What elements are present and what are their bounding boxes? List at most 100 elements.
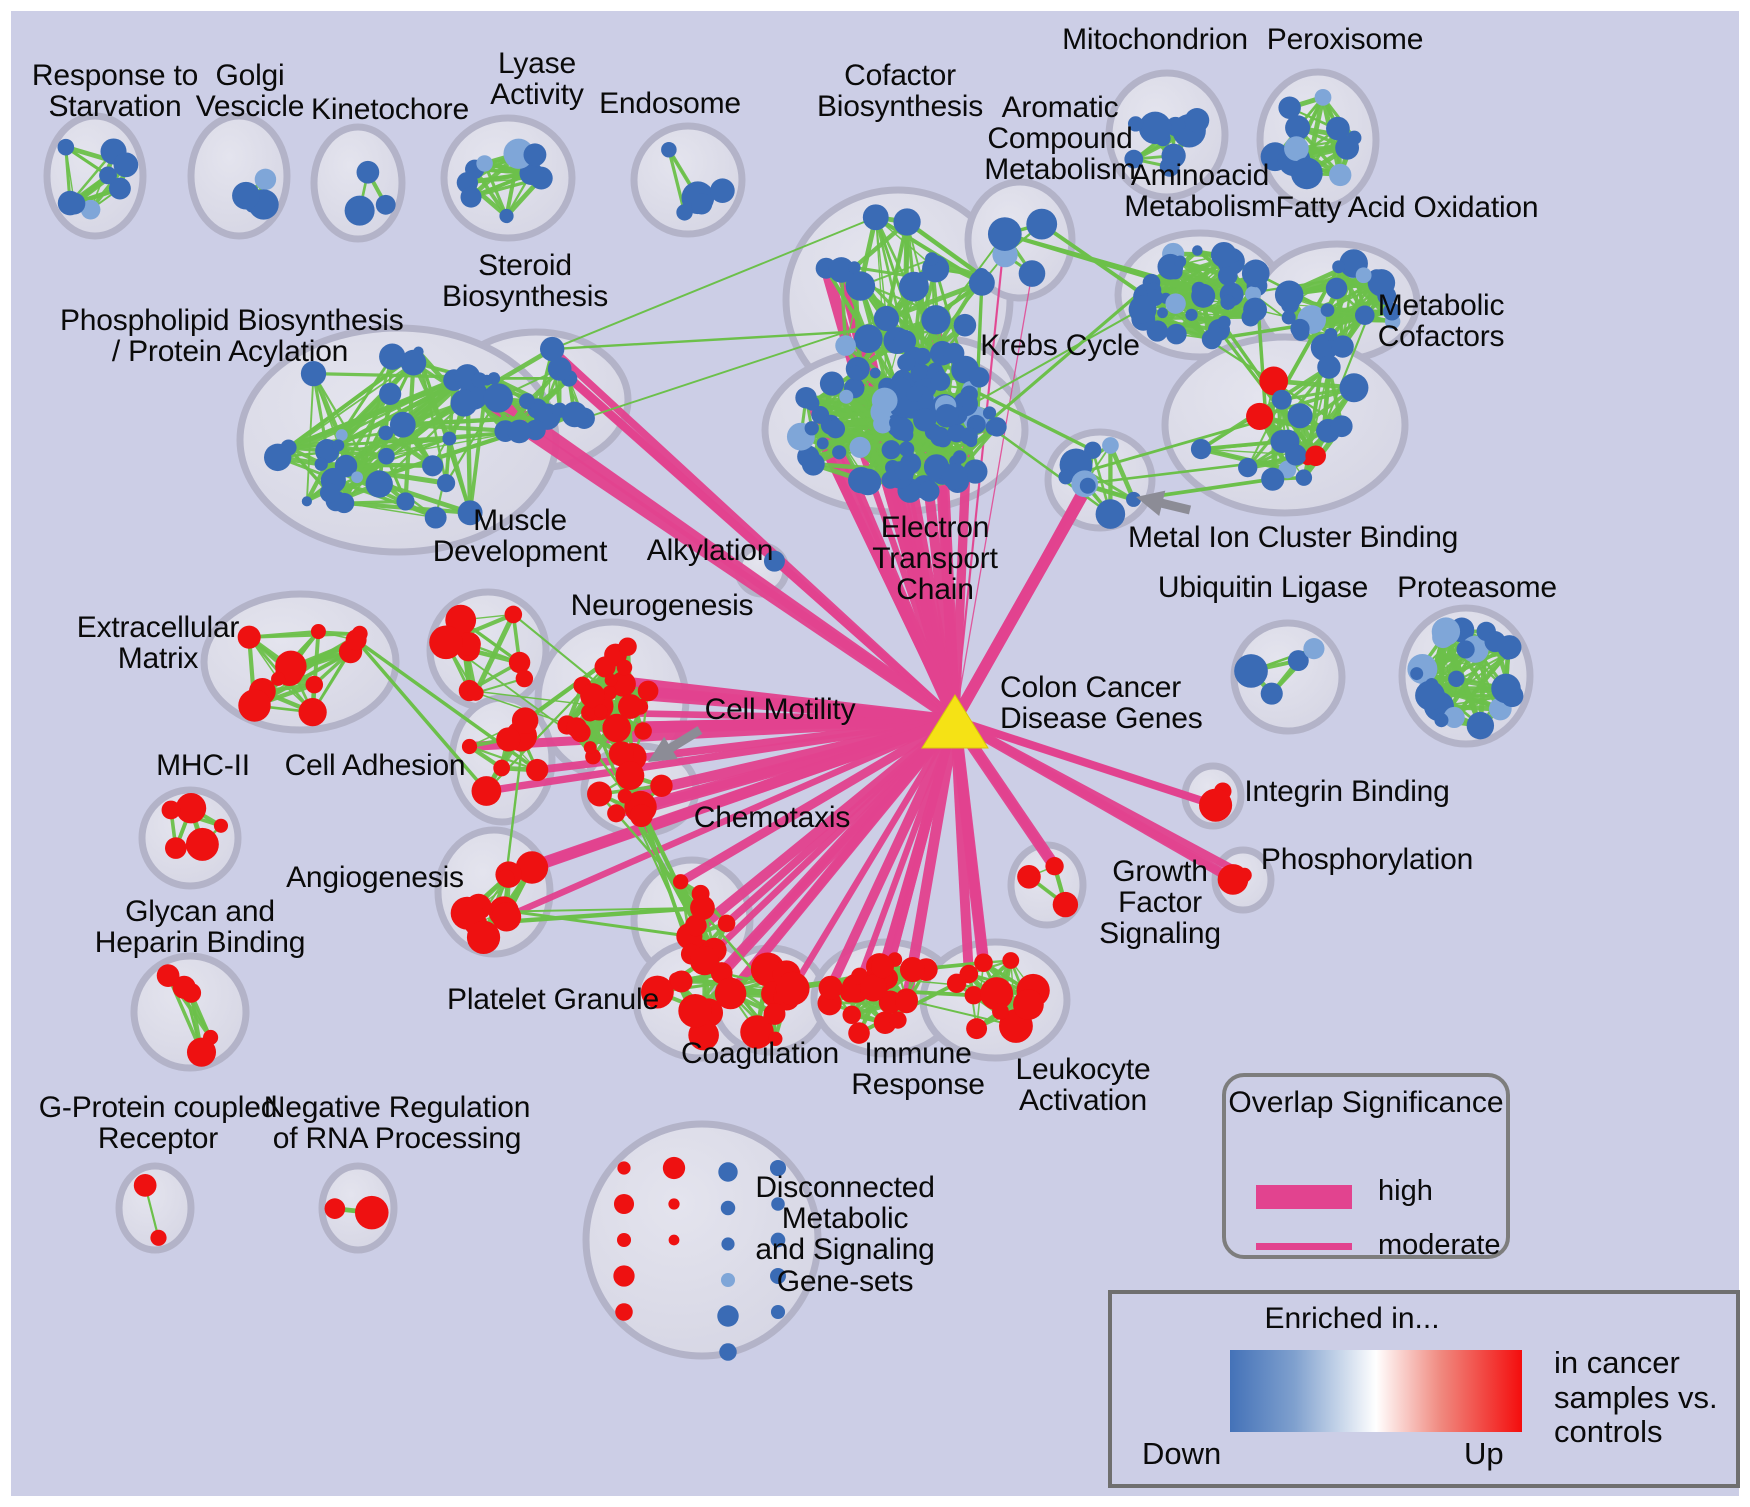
- gene-set-node[interactable]: [1126, 491, 1142, 507]
- gene-set-node[interactable]: [930, 371, 951, 391]
- gene-set-node[interactable]: [566, 717, 587, 738]
- gene-set-node[interactable]: [816, 437, 829, 450]
- gene-set-node[interactable]: [613, 1265, 635, 1287]
- gene-set-node[interactable]: [319, 483, 340, 503]
- gene-set-node[interactable]: [499, 208, 514, 224]
- gene-set-node[interactable]: [668, 1234, 680, 1246]
- gene-set-node[interactable]: [608, 741, 634, 767]
- gene-set-node[interactable]: [379, 343, 406, 370]
- gene-set-node[interactable]: [1331, 335, 1354, 358]
- gene-set-node[interactable]: [881, 440, 901, 460]
- gene-set-node[interactable]: [1354, 305, 1375, 326]
- gene-set-node[interactable]: [1191, 283, 1216, 308]
- gene-set-node[interactable]: [720, 1200, 736, 1216]
- gene-set-node[interactable]: [1261, 467, 1285, 491]
- gene-set-node[interactable]: [854, 468, 882, 496]
- gene-set-node[interactable]: [523, 143, 547, 167]
- gene-set-node[interactable]: [768, 1031, 783, 1046]
- gene-set-node[interactable]: [941, 463, 968, 490]
- gene-set-node[interactable]: [271, 671, 286, 686]
- gene-set-node[interactable]: [264, 443, 292, 472]
- gene-set-node[interactable]: [1314, 88, 1332, 106]
- gene-set-node[interactable]: [587, 781, 612, 807]
- gene-set-node[interactable]: [457, 632, 481, 656]
- gene-set-node[interactable]: [161, 800, 181, 820]
- gene-set-node[interactable]: [980, 977, 1014, 1011]
- gene-set-node[interactable]: [324, 1198, 346, 1219]
- gene-set-node[interactable]: [616, 659, 633, 676]
- gene-set-node[interactable]: [1335, 135, 1360, 160]
- gene-set-node[interactable]: [1291, 157, 1323, 190]
- gene-set-node[interactable]: [832, 445, 847, 460]
- gene-set-node[interactable]: [172, 975, 196, 999]
- gene-set-node[interactable]: [849, 436, 871, 458]
- gene-set-node[interactable]: [893, 329, 917, 353]
- gene-set-node[interactable]: [424, 506, 447, 529]
- gene-set-node[interactable]: [547, 356, 572, 381]
- gene-set-node[interactable]: [1146, 289, 1164, 307]
- gene-set-node[interactable]: [689, 946, 720, 976]
- gene-set-node[interactable]: [507, 419, 532, 444]
- gene-set-node[interactable]: [894, 460, 915, 481]
- gene-set-node[interactable]: [1290, 318, 1310, 339]
- gene-set-node[interactable]: [930, 426, 950, 447]
- gene-set-node[interactable]: [1190, 438, 1212, 460]
- gene-set-node[interactable]: [354, 1195, 389, 1230]
- gene-set-node[interactable]: [1287, 650, 1309, 672]
- gene-set-node[interactable]: [57, 190, 83, 216]
- gene-set-node[interactable]: [1271, 389, 1292, 410]
- gene-set-node[interactable]: [1084, 441, 1102, 459]
- gene-set-node[interactable]: [1192, 245, 1203, 256]
- gene-set-node[interactable]: [763, 550, 785, 572]
- gene-set-node[interactable]: [450, 896, 484, 930]
- gene-set-node[interactable]: [396, 492, 415, 511]
- gene-set-node[interactable]: [1026, 208, 1058, 240]
- gene-set-node[interactable]: [1246, 402, 1274, 430]
- gene-set-node[interactable]: [526, 758, 549, 782]
- gene-set-node[interactable]: [771, 1197, 785, 1211]
- gene-set-node[interactable]: [985, 419, 1002, 436]
- gene-set-node[interactable]: [1320, 303, 1335, 317]
- gene-set-node[interactable]: [637, 680, 659, 702]
- gene-set-node[interactable]: [1184, 108, 1210, 133]
- gene-set-node[interactable]: [422, 455, 444, 477]
- gene-set-node[interactable]: [1138, 111, 1172, 145]
- gene-set-node[interactable]: [335, 429, 348, 442]
- gene-set-node[interactable]: [670, 970, 693, 993]
- gene-set-node[interactable]: [99, 166, 117, 185]
- gene-set-node[interactable]: [1260, 682, 1283, 705]
- gene-set-node[interactable]: [845, 271, 876, 301]
- gene-set-node[interactable]: [673, 874, 689, 890]
- gene-set-node[interactable]: [476, 155, 493, 172]
- gene-set-node[interactable]: [175, 793, 207, 824]
- gene-set-node[interactable]: [539, 336, 565, 362]
- gene-set-node[interactable]: [918, 480, 940, 502]
- gene-set-node[interactable]: [906, 386, 923, 403]
- gene-set-node[interactable]: [974, 953, 993, 973]
- gene-set-node[interactable]: [1339, 373, 1369, 403]
- gene-set-node[interactable]: [333, 492, 355, 514]
- gene-set-node[interactable]: [1466, 711, 1495, 740]
- gene-set-node[interactable]: [1002, 952, 1020, 969]
- gene-set-node[interactable]: [963, 459, 988, 484]
- gene-set-node[interactable]: [1146, 320, 1168, 342]
- gene-set-node[interactable]: [1443, 706, 1465, 729]
- gene-set-node[interactable]: [400, 349, 427, 376]
- gene-set-node[interactable]: [839, 389, 854, 404]
- gene-set-node[interactable]: [968, 367, 990, 388]
- gene-set-node[interactable]: [1287, 403, 1313, 429]
- gene-set-node[interactable]: [804, 421, 819, 436]
- gene-set-node[interactable]: [238, 689, 271, 722]
- gene-set-node[interactable]: [375, 194, 396, 215]
- gene-set-node[interactable]: [496, 727, 521, 752]
- gene-set-node[interactable]: [466, 920, 501, 955]
- gene-set-node[interactable]: [232, 181, 260, 210]
- gene-set-node[interactable]: [1058, 469, 1074, 485]
- gene-set-node[interactable]: [899, 271, 929, 302]
- gene-set-node[interactable]: [164, 837, 187, 859]
- gene-set-node[interactable]: [890, 417, 914, 441]
- gene-set-node[interactable]: [966, 1018, 988, 1040]
- gene-set-node[interactable]: [150, 1229, 167, 1246]
- gene-set-node[interactable]: [1355, 267, 1372, 284]
- gene-set-node[interactable]: [870, 955, 894, 979]
